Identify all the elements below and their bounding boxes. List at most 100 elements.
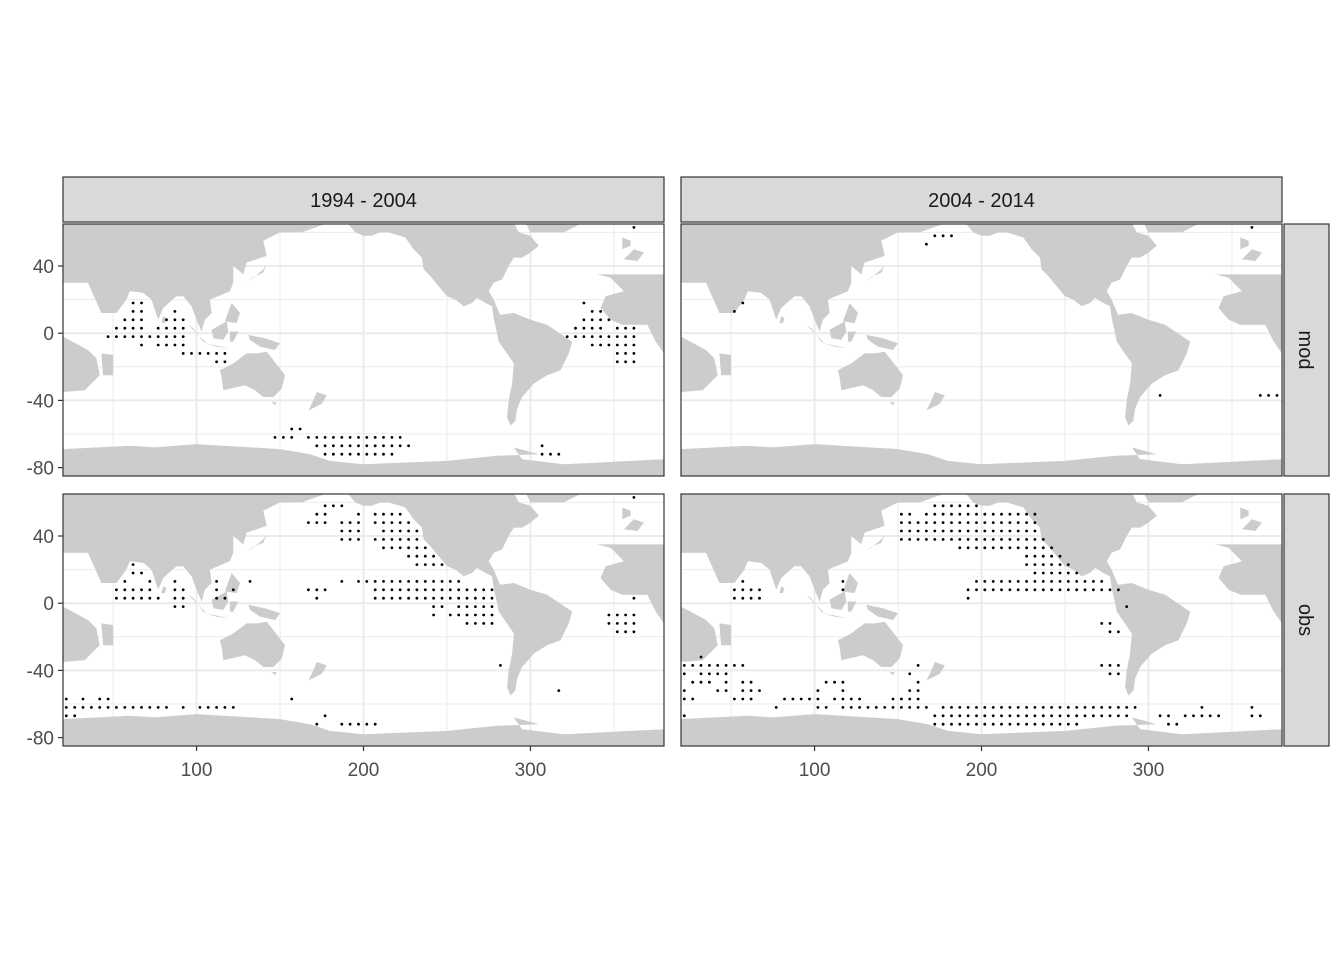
land-polygon bbox=[779, 586, 785, 594]
land-polygon bbox=[1111, 313, 1191, 426]
data-point bbox=[590, 335, 594, 338]
data-point bbox=[1025, 554, 1028, 558]
data-point bbox=[465, 588, 469, 592]
data-point bbox=[1016, 512, 1020, 516]
land-polygon bbox=[829, 321, 847, 340]
land-mask bbox=[63, 224, 664, 476]
data-point bbox=[1008, 512, 1012, 516]
data-point bbox=[81, 706, 85, 709]
data-point bbox=[1158, 714, 1162, 718]
data-point bbox=[140, 343, 143, 347]
data-point bbox=[1000, 714, 1003, 718]
data-point bbox=[1016, 521, 1020, 524]
data-point bbox=[1258, 394, 1262, 397]
data-point bbox=[699, 664, 703, 667]
data-point bbox=[215, 360, 219, 364]
data-point bbox=[1100, 580, 1104, 583]
land-polygon bbox=[271, 672, 277, 676]
data-point bbox=[866, 706, 870, 709]
data-point bbox=[1050, 563, 1053, 566]
data-point bbox=[365, 722, 369, 726]
data-point bbox=[1058, 706, 1062, 709]
data-point bbox=[1041, 538, 1045, 541]
axes-layer: 40 0 -40 -80 40 0 -40 -80 100 200 300 100 200 300 bbox=[27, 257, 1165, 781]
data-point bbox=[950, 504, 953, 508]
data-point bbox=[615, 335, 619, 338]
data-point bbox=[115, 706, 118, 709]
land-polygon bbox=[966, 224, 1157, 320]
data-point bbox=[632, 596, 636, 600]
data-point bbox=[682, 689, 686, 692]
data-point bbox=[624, 613, 627, 617]
data-point bbox=[841, 580, 845, 583]
land-mask bbox=[681, 494, 1282, 746]
data-point bbox=[348, 521, 352, 524]
data-point bbox=[900, 529, 903, 533]
land-polygon bbox=[623, 519, 644, 531]
data-point bbox=[357, 521, 360, 524]
data-point bbox=[81, 697, 85, 701]
data-point bbox=[741, 680, 745, 684]
data-point bbox=[565, 335, 569, 338]
data-point bbox=[691, 697, 695, 701]
data-point bbox=[916, 706, 920, 709]
data-point bbox=[190, 352, 193, 355]
data-point bbox=[841, 697, 845, 701]
data-point bbox=[958, 521, 962, 524]
data-point bbox=[549, 452, 552, 456]
data-point bbox=[307, 436, 310, 439]
data-point bbox=[148, 588, 152, 592]
data-point bbox=[382, 521, 385, 524]
data-points bbox=[64, 496, 636, 726]
data-point bbox=[1083, 588, 1087, 592]
data-point bbox=[966, 529, 970, 533]
data-point bbox=[407, 588, 410, 592]
land-polygon bbox=[597, 274, 664, 354]
data-point bbox=[373, 588, 377, 592]
data-point bbox=[156, 343, 160, 347]
data-point bbox=[858, 706, 861, 709]
data-point bbox=[1033, 706, 1037, 709]
data-point bbox=[1050, 571, 1053, 575]
data-point bbox=[632, 326, 636, 330]
data-point bbox=[1041, 563, 1045, 566]
land-polygon bbox=[188, 594, 207, 614]
data-point bbox=[1108, 672, 1112, 676]
data-point bbox=[432, 596, 435, 600]
data-point bbox=[975, 504, 978, 508]
land-polygon bbox=[211, 591, 229, 610]
data-point bbox=[991, 714, 995, 718]
data-point bbox=[741, 697, 745, 701]
data-point bbox=[1008, 588, 1012, 592]
data-point bbox=[925, 242, 928, 246]
data-point bbox=[448, 588, 452, 592]
data-point bbox=[1066, 571, 1070, 575]
data-point bbox=[624, 343, 627, 347]
data-point bbox=[624, 335, 627, 338]
land-polygon bbox=[719, 353, 732, 376]
data-point bbox=[916, 538, 920, 541]
data-point bbox=[390, 436, 394, 439]
data-point bbox=[1058, 714, 1062, 718]
data-point bbox=[398, 444, 402, 448]
data-point bbox=[975, 529, 978, 533]
data-point bbox=[1033, 521, 1037, 524]
strip-label-row-1: mod bbox=[1294, 331, 1316, 370]
data-point bbox=[799, 697, 803, 701]
data-point bbox=[223, 352, 227, 355]
data-point bbox=[941, 722, 945, 726]
land-polygon bbox=[224, 303, 240, 324]
data-point bbox=[1192, 714, 1195, 718]
data-point bbox=[900, 512, 903, 516]
data-point bbox=[749, 697, 753, 701]
data-point bbox=[590, 310, 594, 313]
data-point bbox=[131, 318, 135, 322]
data-point bbox=[373, 538, 377, 541]
data-point bbox=[632, 622, 636, 625]
data-point bbox=[958, 706, 962, 709]
data-point bbox=[975, 538, 978, 541]
data-point bbox=[140, 318, 143, 322]
strip-label-row-2: obs bbox=[1294, 604, 1316, 636]
data-point bbox=[1050, 588, 1053, 592]
data-point bbox=[1066, 580, 1070, 583]
